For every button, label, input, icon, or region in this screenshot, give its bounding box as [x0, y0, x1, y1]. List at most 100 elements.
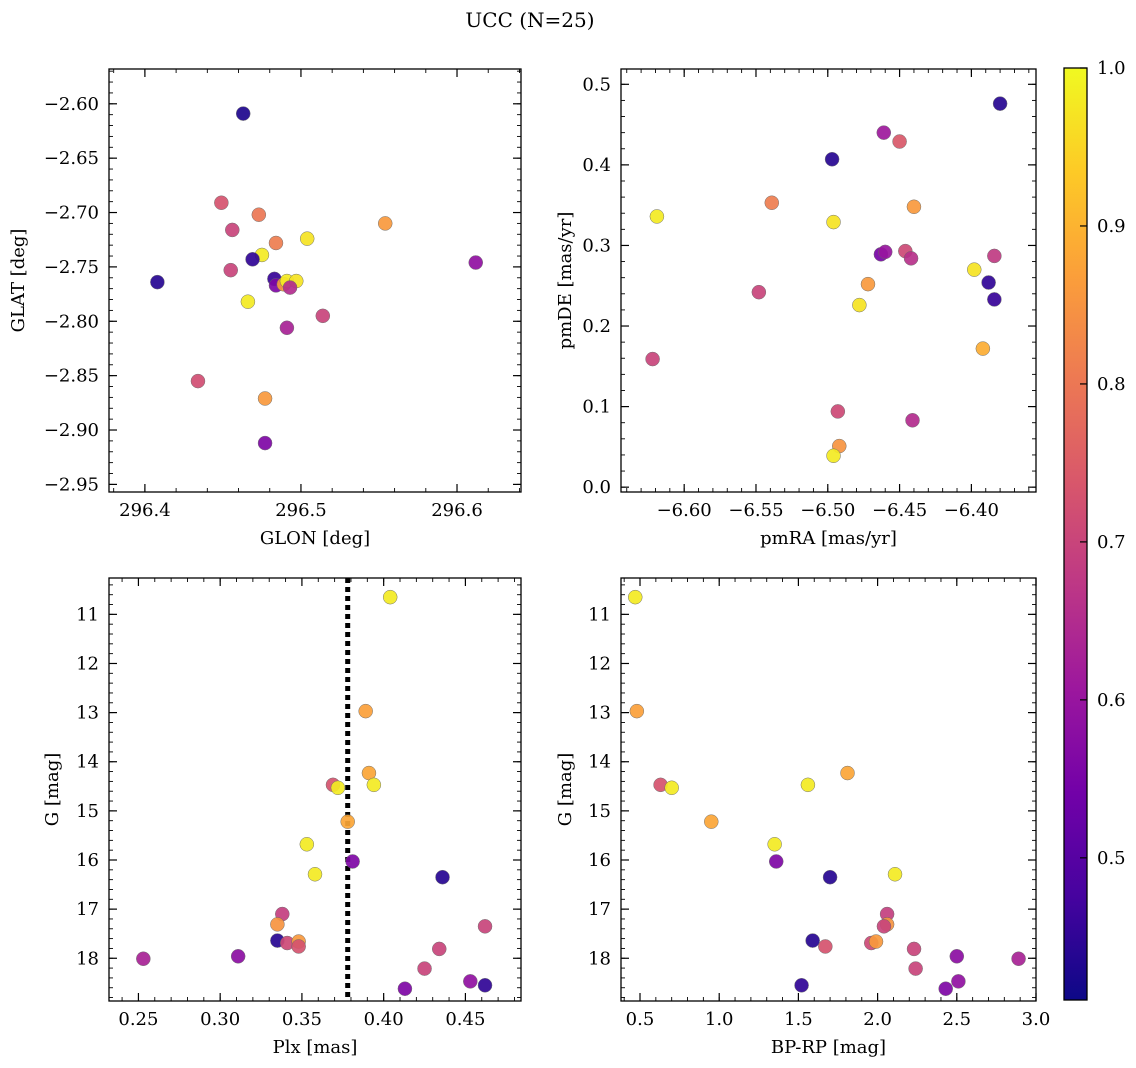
- y-tick-label: −2.80: [44, 311, 99, 332]
- x-axis-label: pmRA [mas/yr]: [760, 528, 897, 549]
- x-tick-label: 0.25: [118, 1009, 158, 1030]
- data-point: [345, 854, 360, 869]
- x-axis-label: BP-RP [mag]: [771, 1037, 886, 1058]
- data-point: [822, 869, 838, 885]
- y-tick-label: 16: [588, 850, 611, 871]
- data-point: [903, 251, 919, 266]
- y-axis-label: GLAT [deg]: [8, 229, 29, 333]
- x-axis-label: GLON [deg]: [260, 528, 370, 549]
- panel-1: 296.4 296.5 296.6 −2.60 −2.65 −2.70 −2.75 −2.80…: [8, 68, 522, 549]
- data-point: [190, 373, 206, 389]
- data-point: [992, 96, 1008, 111]
- data-point: [908, 961, 923, 976]
- axes-frame: [108, 68, 522, 493]
- data-point: [251, 207, 267, 222]
- y-tick-label: 15: [76, 801, 99, 822]
- x-tick-label: 2.5: [942, 1009, 971, 1030]
- y-tick-label: 0.0: [582, 477, 611, 498]
- x-tick-label: −6.50: [800, 500, 855, 521]
- data-point: [397, 981, 413, 996]
- y-axis-label: G [mag]: [555, 753, 576, 826]
- data-point: [860, 276, 876, 292]
- data-point: [967, 262, 982, 277]
- x-tick-label: 0.35: [282, 1009, 322, 1030]
- data-point: [150, 274, 165, 290]
- data-point: [291, 939, 306, 954]
- y-tick-label: 13: [76, 703, 99, 724]
- data-point: [868, 934, 884, 949]
- data-point: [751, 284, 767, 300]
- y-tick-label: 0.2: [582, 316, 611, 337]
- y-tick-label: −2.65: [44, 148, 99, 169]
- data-point: [1011, 951, 1026, 966]
- data-point: [949, 949, 965, 964]
- data-point: [824, 151, 840, 167]
- y-tick-label: 0.5: [582, 74, 611, 95]
- y-tick-label: 12: [588, 653, 611, 674]
- y-tick-label: 14: [588, 752, 611, 773]
- y-tick-label: 0.1: [582, 397, 611, 418]
- data-point: [136, 951, 151, 966]
- colorbar-tick-label: 1.0: [1097, 58, 1126, 79]
- y-tick-label: 11: [588, 604, 611, 625]
- y-axis-label: pmDE [mas/yr]: [555, 212, 576, 350]
- data-point: [987, 248, 1002, 264]
- x-tick-label: 0.30: [200, 1009, 240, 1030]
- data-point: [805, 933, 820, 948]
- y-tick-label: 17: [76, 899, 99, 920]
- data-point: [800, 777, 816, 793]
- data-point: [435, 869, 450, 885]
- panel-3: 0.25 0.30 0.35 0.40 0.45 11 12 13 14 15 16 17 18 Plx …: [42, 577, 522, 1058]
- y-tick-label: 18: [588, 948, 611, 969]
- x-tick-label: −6.40: [944, 500, 999, 521]
- data-point: [432, 941, 447, 957]
- x-axis-label: Plx [mas]: [273, 1037, 358, 1058]
- x-tick-label: 1.0: [705, 1009, 734, 1030]
- data-point: [245, 252, 260, 267]
- data-point: [840, 765, 855, 781]
- y-tick-label: 16: [76, 850, 99, 871]
- figure-title: UCC (N=25): [465, 8, 594, 32]
- colorbar-tick-label: 0.7: [1097, 532, 1126, 553]
- y-tick-label: −2.75: [44, 257, 99, 278]
- y-tick-label: 12: [76, 653, 99, 674]
- y-tick-label: 14: [76, 752, 99, 773]
- x-tick-label: 296.6: [431, 500, 483, 521]
- axes-frame: [108, 577, 522, 1002]
- panel-2: −6.60 −6.55 −6.50 −6.45 −6.40 0.0 0.1 0.2 0.3 0.4…: [555, 68, 1037, 549]
- y-tick-label: 11: [76, 604, 99, 625]
- data-point: [366, 777, 382, 793]
- data-point: [270, 917, 285, 932]
- data-point: [794, 978, 809, 993]
- data-point: [906, 941, 922, 957]
- y-tick-label: 18: [76, 948, 99, 969]
- y-tick-label: 17: [588, 899, 611, 920]
- colorbar: 0.5 0.6 0.7 0.8 0.9 1.0: [1063, 58, 1126, 1001]
- data-point: [477, 978, 493, 993]
- data-point: [877, 244, 893, 260]
- x-tick-label: −6.60: [657, 500, 712, 521]
- x-tick-label: 0.5: [626, 1009, 655, 1030]
- data-point: [645, 351, 660, 367]
- data-point: [704, 814, 719, 829]
- data-point: [240, 294, 256, 309]
- data-point: [223, 262, 238, 278]
- y-tick-label: −2.90: [44, 420, 99, 441]
- data-point: [257, 391, 273, 406]
- x-tick-label: 3.0: [1022, 1009, 1051, 1030]
- data-point: [268, 235, 284, 251]
- axes-frame: [620, 577, 1037, 1002]
- data-point: [892, 134, 907, 149]
- data-point: [767, 837, 782, 852]
- data-point: [938, 981, 953, 996]
- x-tick-label: 2.0: [863, 1009, 892, 1030]
- data-point: [235, 106, 251, 121]
- data-point: [852, 297, 867, 313]
- data-point: [477, 919, 493, 934]
- data-point: [664, 780, 679, 796]
- data-point: [382, 589, 398, 605]
- colorbar-gradient: [1063, 67, 1088, 1001]
- data-point: [377, 216, 393, 231]
- data-point: [826, 448, 841, 463]
